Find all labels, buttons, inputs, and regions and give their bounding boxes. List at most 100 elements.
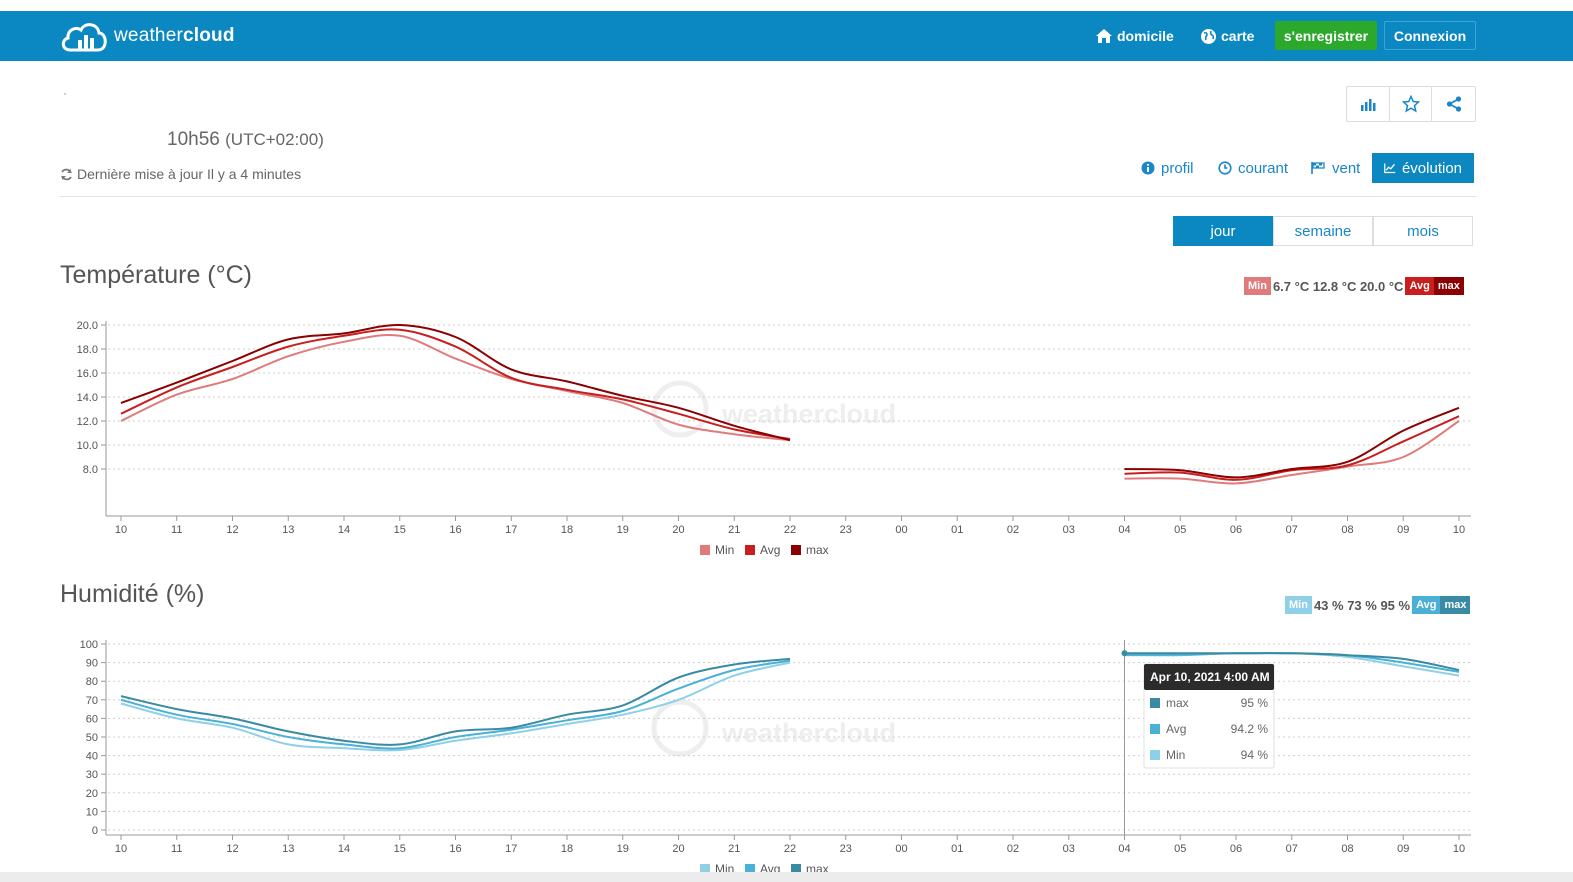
y-tick-label: 20.0 (77, 320, 98, 332)
flag-icon (1311, 162, 1325, 174)
x-tick-label: 07 (1286, 843, 1298, 855)
x-tick-label: 20 (672, 843, 684, 855)
hover-point (1121, 650, 1128, 657)
y-tick-label: 40 (86, 751, 98, 763)
temperature-summary: Min 6.7 °C 12.8 °C 20.0 °C Avg max (1244, 277, 1464, 295)
last-update: Dernière mise à jour Il y a 4 minutes (60, 166, 301, 182)
x-tick-label: 00 (895, 843, 907, 855)
x-tick-label: 14 (338, 524, 350, 536)
stats-button[interactable] (1347, 87, 1390, 121)
series-line-min (120, 334, 791, 442)
humidity-summary: Min 43 % 73 % 95 % Avg max (1285, 596, 1471, 614)
x-tick-label: 08 (1341, 843, 1353, 855)
x-tick-label: 10 (1453, 843, 1465, 855)
tab-courant-label: courant (1238, 159, 1289, 177)
cloud-logo-icon (61, 23, 107, 52)
temp-summary-min-label: Min (1244, 277, 1271, 295)
temperature-title: Température (°C) (60, 261, 252, 289)
x-tick-label: 10 (115, 524, 127, 536)
hum-summary-avg-label: Avg (1412, 596, 1441, 614)
x-tick-label: 09 (1397, 524, 1409, 536)
tab-profil[interactable]: profil (1141, 153, 1194, 183)
legend-swatch (745, 864, 755, 874)
y-tick-label: 60 (86, 713, 98, 725)
x-tick-label: 02 (1007, 524, 1019, 536)
x-tick-label: 21 (728, 524, 740, 536)
refresh-icon (61, 168, 72, 180)
temp-summary-max-label: max (1433, 277, 1464, 295)
temperature-chart: weathercloud 20.0 18.0 16.0 14.0 12.0 10.0 8.0 1… (77, 320, 1471, 557)
series-max (120, 323, 1460, 479)
y-tick-label: 100 (80, 639, 98, 651)
logo-text: weathercloud (114, 25, 235, 46)
nav-map-link[interactable]: carte (1200, 11, 1254, 61)
period-jour-button[interactable]: jour (1173, 216, 1273, 246)
x-tick-label: 06 (1230, 843, 1242, 855)
tab-vent[interactable]: vent (1310, 153, 1360, 183)
x-tick-label: 00 (895, 524, 907, 536)
x-tick-label: 15 (394, 524, 406, 536)
y-tick-label: 8.0 (83, 464, 98, 476)
series-line-min (120, 661, 791, 752)
tooltip-title: Apr 10, 2021 4:00 AM (1150, 670, 1270, 684)
tab-courant[interactable]: courant (1218, 153, 1288, 183)
legend-label: Avg (760, 543, 780, 557)
series-line-max (120, 323, 791, 442)
x-tick-label: 23 (840, 524, 852, 536)
nav-home-label: domicile (1117, 28, 1174, 44)
register-button[interactable]: s'enregistrer (1275, 21, 1377, 50)
tooltip-series-value: 95 % (1241, 696, 1269, 710)
tooltip-series-name: Avg (1166, 722, 1186, 736)
legend-swatch (700, 864, 710, 874)
y-tick-label: 30 (86, 769, 98, 781)
series-line-max (1124, 652, 1460, 671)
x-tick-label: 16 (449, 524, 461, 536)
x-tick-label: 19 (617, 524, 629, 536)
x-tick-label: 08 (1341, 524, 1353, 536)
x-tick-label: 10 (115, 843, 127, 855)
y-tick-label: 0 (92, 825, 98, 837)
legend-label: Min (715, 543, 734, 557)
watermark: weathercloud (651, 380, 896, 438)
window-bottom-edge (0, 872, 1573, 882)
top-strip (0, 0, 1573, 11)
tab-evolution[interactable]: évolution (1372, 153, 1474, 183)
period-mois-button[interactable]: mois (1373, 216, 1473, 246)
x-tick-label: 03 (1063, 524, 1075, 536)
period-semaine-button[interactable]: semaine (1273, 216, 1373, 246)
navbar: weathercloud domicile carte s'enregistre… (0, 11, 1573, 61)
share-button[interactable] (1432, 87, 1475, 121)
favorite-button[interactable] (1390, 87, 1433, 121)
tooltip-series-value: 94 % (1241, 748, 1269, 762)
x-tick-label: 18 (561, 843, 573, 855)
x-tick-label: 15 (394, 843, 406, 855)
y-tick-label: 90 (86, 658, 98, 670)
x-tick-label: 11 (171, 524, 182, 536)
y-tick-label: 70 (86, 695, 98, 707)
nav-home-link[interactable]: domicile (1095, 11, 1174, 61)
login-button[interactable]: Connexion (1384, 21, 1476, 50)
hum-summary-values: 43 % 73 % 95 % (1313, 597, 1411, 613)
info-icon (1141, 161, 1155, 175)
x-tick-label: 23 (840, 843, 852, 855)
x-tick-label: 22 (784, 843, 796, 855)
tooltip-header (1144, 664, 1274, 690)
logo[interactable]: weathercloud (60, 17, 235, 55)
series-line-min (1124, 420, 1460, 485)
y-tick-label: 50 (86, 732, 98, 744)
nav-map-label: carte (1221, 28, 1255, 44)
x-tick-label: 12 (226, 843, 238, 855)
x-tick-label: 01 (951, 843, 963, 855)
legend-swatch (745, 545, 755, 555)
x-tick-label: 10 (1453, 524, 1465, 536)
clock-icon (1218, 161, 1232, 175)
y-tick-label: 80 (86, 676, 98, 688)
x-tick-label: 07 (1286, 524, 1298, 536)
star-icon (1401, 95, 1420, 113)
tooltip-series-value: 94.2 % (1231, 722, 1269, 736)
tooltip-series-name: max (1166, 696, 1189, 710)
series-line-avg (120, 328, 791, 440)
view-tabs: profil courant vent évolution (0, 153, 1573, 183)
x-tick-label: 04 (1118, 524, 1130, 536)
